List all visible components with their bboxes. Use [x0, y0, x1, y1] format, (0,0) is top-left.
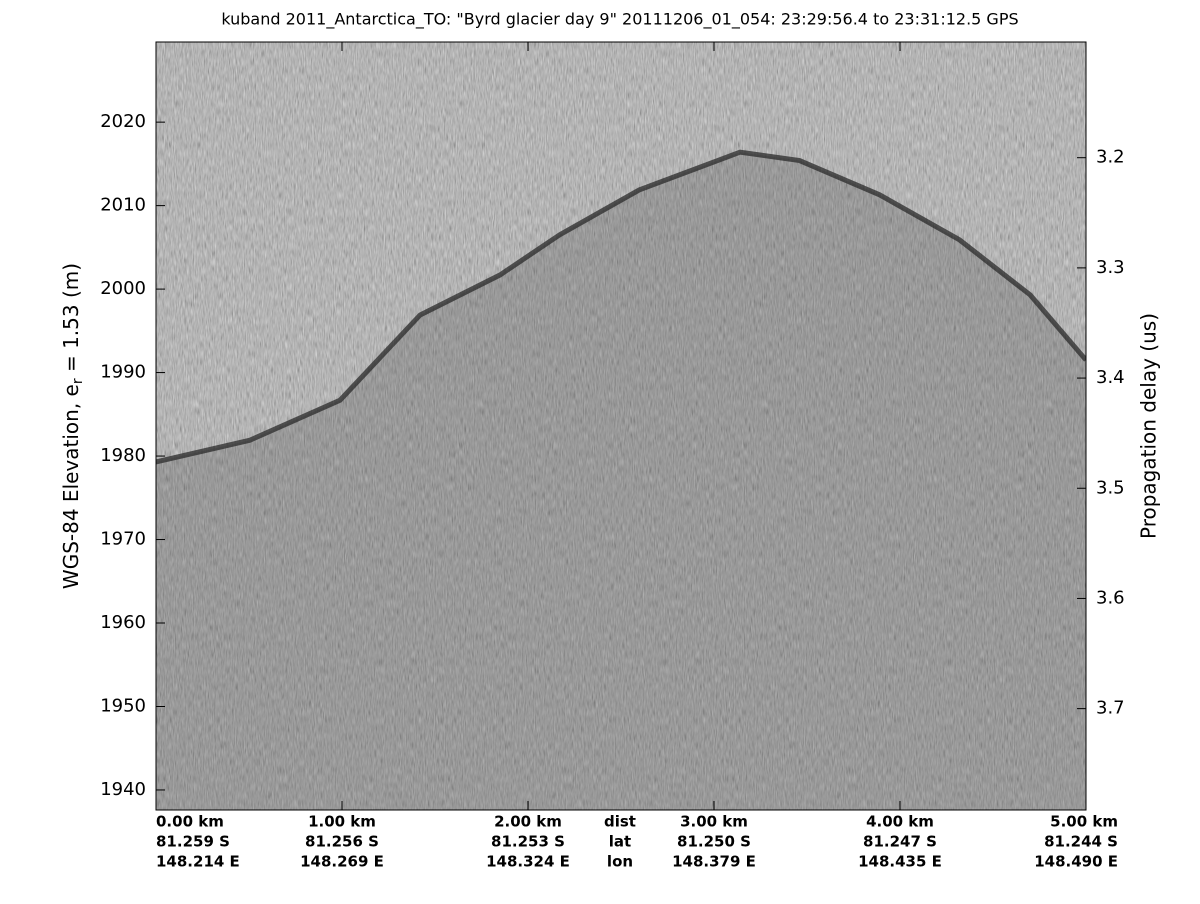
y-label-text: WGS-84 Elevation, e: [59, 384, 83, 589]
x-tick-label: 4.00 km: [866, 813, 934, 831]
lon-label: 148.324 E: [486, 853, 570, 871]
y2-tick-label: 3.6: [1096, 587, 1125, 608]
lon-label: 148.269 E: [300, 853, 384, 871]
y2-axis-label: Propagation delay (us): [1137, 313, 1161, 539]
x-tick-label: 1.00 km: [308, 813, 376, 831]
y-tick-label: 1940: [100, 779, 146, 800]
row-name: lat: [609, 833, 631, 851]
lat-label: 81.256 S: [305, 833, 379, 851]
x-tick-label: 0.00 km: [156, 813, 224, 831]
lon-label: 148.435 E: [858, 853, 942, 871]
x-tick-label: 5.00 km: [1050, 813, 1118, 831]
y2-tick-label: 3.4: [1096, 367, 1125, 388]
lat-label: 81.247 S: [863, 833, 937, 851]
y-axis-label: WGS-84 Elevation, er = 1.53 (m): [59, 263, 87, 589]
lat-label: 81.244 S: [1044, 833, 1118, 851]
y-label-subscript: r: [70, 378, 86, 384]
y-tick-label: 2000: [100, 278, 146, 299]
subsurface-area: [156, 152, 1086, 810]
lon-label: 148.214 E: [156, 853, 240, 871]
y-tick-label: 2010: [100, 195, 146, 216]
x-tick-label: 2.00 km: [494, 813, 562, 831]
plot-frame: [155, 41, 1087, 811]
surface-line: [156, 149, 1086, 465]
lat-label: 81.253 S: [491, 833, 565, 851]
y-tick-label: 1970: [100, 529, 146, 550]
y-tick-label: 2020: [100, 111, 146, 132]
row-name: dist: [604, 813, 636, 831]
lat-label: 81.259 S: [156, 833, 230, 851]
y-tick-label: 1950: [100, 695, 146, 716]
radar-noise: [156, 42, 1086, 810]
x-tick-label: 3.00 km: [680, 813, 748, 831]
lon-label: 148.379 E: [672, 853, 756, 871]
y2-tick-label: 3.2: [1096, 147, 1125, 168]
y-tick-label: 1990: [100, 362, 146, 383]
row-name: lon: [607, 853, 633, 871]
y2-tick-label: 3.3: [1096, 257, 1125, 278]
y-label-rest: = 1.53 (m): [59, 263, 83, 378]
y2-tick-label: 3.7: [1096, 698, 1125, 719]
lat-label: 81.250 S: [677, 833, 751, 851]
chart-title: kuband 2011_Antarctica_TO: "Byrd glacier…: [221, 10, 1018, 30]
lon-label: 148.490 E: [1034, 853, 1118, 871]
y2-tick-label: 3.5: [1096, 477, 1125, 498]
y-tick-label: 1960: [100, 612, 146, 633]
y-tick-label: 1980: [100, 445, 146, 466]
